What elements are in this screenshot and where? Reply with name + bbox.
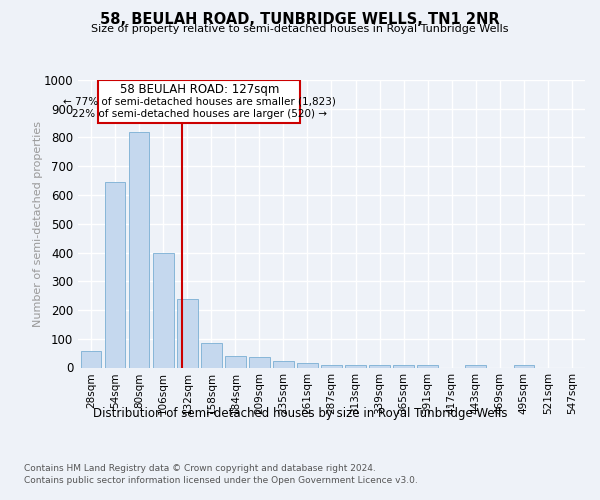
Bar (370, 364, 390, 368)
Bar (466, 364, 486, 368)
Text: Contains public sector information licensed under the Open Government Licence v3: Contains public sector information licen… (24, 476, 418, 485)
Bar (105, 182, 125, 368)
Text: Contains HM Land Registry data © Crown copyright and database right 2024.: Contains HM Land Registry data © Crown c… (24, 464, 376, 473)
Text: 58, BEULAH ROAD, TUNBRIDGE WELLS, TN1 2NR: 58, BEULAH ROAD, TUNBRIDGE WELLS, TN1 2N… (100, 12, 500, 28)
Bar (514, 366, 534, 368)
Text: Distribution of semi-detached houses by size in Royal Tunbridge Wells: Distribution of semi-detached houses by … (93, 408, 507, 420)
Bar (153, 252, 173, 368)
Text: Size of property relative to semi-detached houses in Royal Tunbridge Wells: Size of property relative to semi-detach… (91, 24, 509, 34)
Bar (297, 362, 317, 368)
Bar (249, 357, 269, 368)
Text: ← 77% of semi-detached houses are smaller (1,823): ← 77% of semi-detached houses are smalle… (63, 96, 336, 106)
Y-axis label: Number of semi-detached properties: Number of semi-detached properties (33, 120, 43, 327)
FancyBboxPatch shape (98, 80, 300, 123)
Bar (418, 364, 438, 368)
Text: 58 BEULAH ROAD: 127sqm: 58 BEULAH ROAD: 127sqm (119, 83, 279, 96)
Bar (321, 364, 342, 368)
Bar (225, 356, 245, 368)
Bar (346, 364, 366, 368)
Bar (273, 361, 293, 368)
Bar (81, 351, 101, 368)
Bar (394, 365, 414, 368)
Bar (201, 343, 221, 367)
Bar (177, 298, 197, 368)
Text: 22% of semi-detached houses are larger (520) →: 22% of semi-detached houses are larger (… (72, 108, 327, 118)
Bar (129, 132, 149, 368)
